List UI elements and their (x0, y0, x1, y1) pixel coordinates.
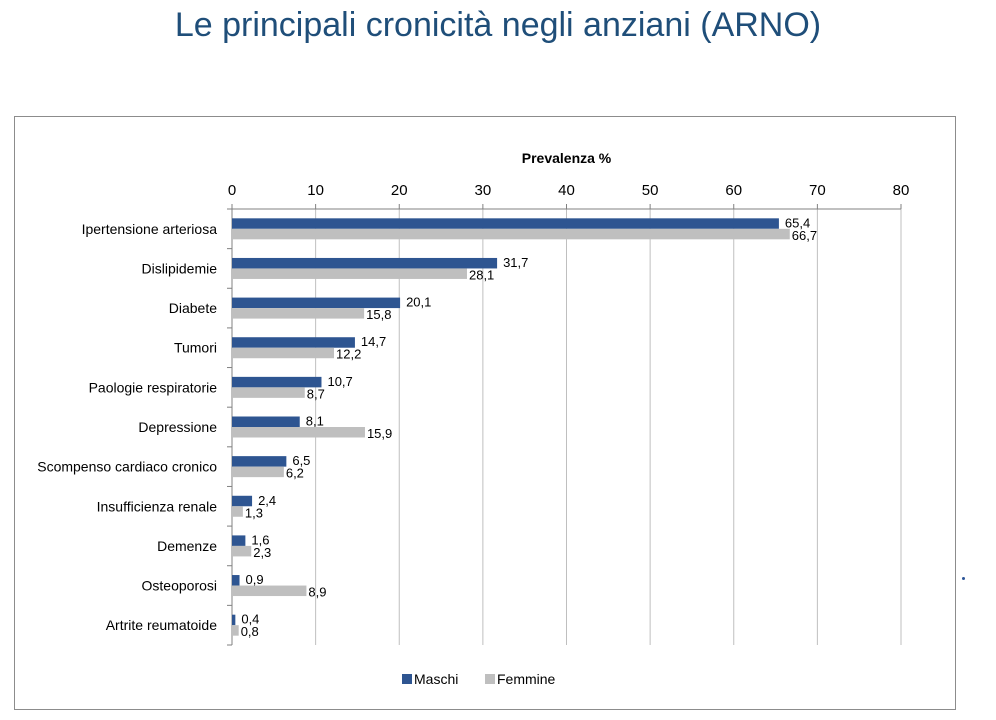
data-label-femmine: 8,7 (307, 386, 325, 401)
data-label-maschi: 10,7 (327, 374, 352, 389)
category-label: Ipertensione arteriosa (82, 221, 218, 237)
bar-maschi (232, 337, 355, 348)
bar-femmine (232, 268, 467, 279)
data-label-maschi: 0,9 (246, 572, 264, 587)
data-label-maschi: 14,7 (361, 334, 386, 349)
category-label: Dislipidemie (142, 260, 218, 276)
data-label-maschi: 65,4 (785, 215, 810, 230)
bar-maschi (232, 535, 246, 546)
data-label-femmine: 8,9 (308, 585, 326, 600)
data-label-maschi: 20,1 (406, 295, 431, 310)
bar-femmine (232, 506, 243, 517)
category-label: Artrite reumatoide (106, 617, 217, 633)
category-label: Demenze (157, 538, 217, 554)
bar-femmine (232, 228, 790, 240)
data-label-femmine: 2,3 (253, 545, 271, 560)
bar-maschi (232, 257, 498, 269)
bar-femmine (232, 545, 252, 557)
data-label-femmine: 15,8 (366, 307, 391, 322)
data-label-maschi: 6,5 (292, 453, 310, 468)
bar-maschi (232, 297, 401, 309)
bar-maschi (232, 575, 240, 586)
data-label-maschi: 31,7 (503, 255, 528, 270)
bar-femmine (232, 466, 284, 478)
data-label-femmine: 15,9 (367, 426, 392, 441)
data-label-femmine: 12,2 (336, 347, 361, 362)
bar-femmine (232, 585, 307, 597)
category-label: Osteoporosi (142, 578, 217, 594)
legend-swatch-maschi (402, 674, 412, 684)
decorative-dot (962, 577, 965, 580)
data-label-maschi: 1,6 (251, 532, 269, 547)
legend-label-maschi: Maschi (414, 671, 458, 687)
data-label-femmine: 6,2 (286, 466, 304, 481)
bar-maschi (232, 376, 322, 388)
x-tick-label: 10 (307, 182, 324, 199)
category-label: Insufficienza renale (97, 498, 218, 514)
category-label: Diabete (169, 300, 217, 316)
x-tick-label: 70 (809, 182, 826, 199)
x-tick-label: 40 (558, 182, 575, 199)
x-tick-label: 80 (893, 182, 910, 199)
data-label-femmine: 0,8 (241, 624, 259, 639)
bar-maschi (232, 218, 779, 229)
x-tick-label: 30 (475, 182, 492, 199)
chart-title: Prevalenza % (522, 150, 612, 166)
bar-maschi (232, 416, 300, 427)
x-tick-label: 50 (642, 182, 659, 199)
data-label-femmine: 1,3 (245, 505, 263, 520)
category-label: Tumori (174, 340, 217, 356)
bar-femmine (232, 387, 305, 398)
x-tick-label: 60 (725, 182, 742, 199)
bar-chart: Prevalenza % 0 10 20 30 40 50 60 70 80 Ipertension… (37, 150, 910, 687)
bar-maschi (232, 456, 287, 467)
bar-maschi (232, 614, 236, 626)
bar-femmine (232, 347, 335, 359)
data-label-femmine: 66,7 (792, 228, 817, 243)
data-label-maschi: 0,4 (241, 612, 259, 627)
legend-label-femmine: Femmine (497, 671, 556, 687)
data-label-femmine: 28,1 (469, 267, 494, 282)
data-label-maschi: 2,4 (258, 493, 276, 508)
category-label: Depressione (138, 419, 217, 435)
category-label: Paologie respiratorie (89, 379, 218, 395)
chart-frame: Prevalenza % 0 10 20 30 40 50 60 70 80 Ipertension… (14, 116, 956, 710)
bar-femmine (232, 625, 239, 636)
page-title: Le principali cronicità negli anziani (A… (174, 6, 822, 44)
bar-femmine (232, 427, 365, 438)
x-tick-label: 0 (228, 182, 236, 199)
data-label-maschi: 8,1 (306, 414, 324, 429)
x-tick-label: 20 (391, 182, 408, 199)
bar-femmine (232, 308, 365, 319)
category-label: Scompenso cardiaco cronico (37, 459, 217, 475)
bar-maschi (232, 495, 253, 507)
legend-swatch-femmine (485, 674, 495, 684)
